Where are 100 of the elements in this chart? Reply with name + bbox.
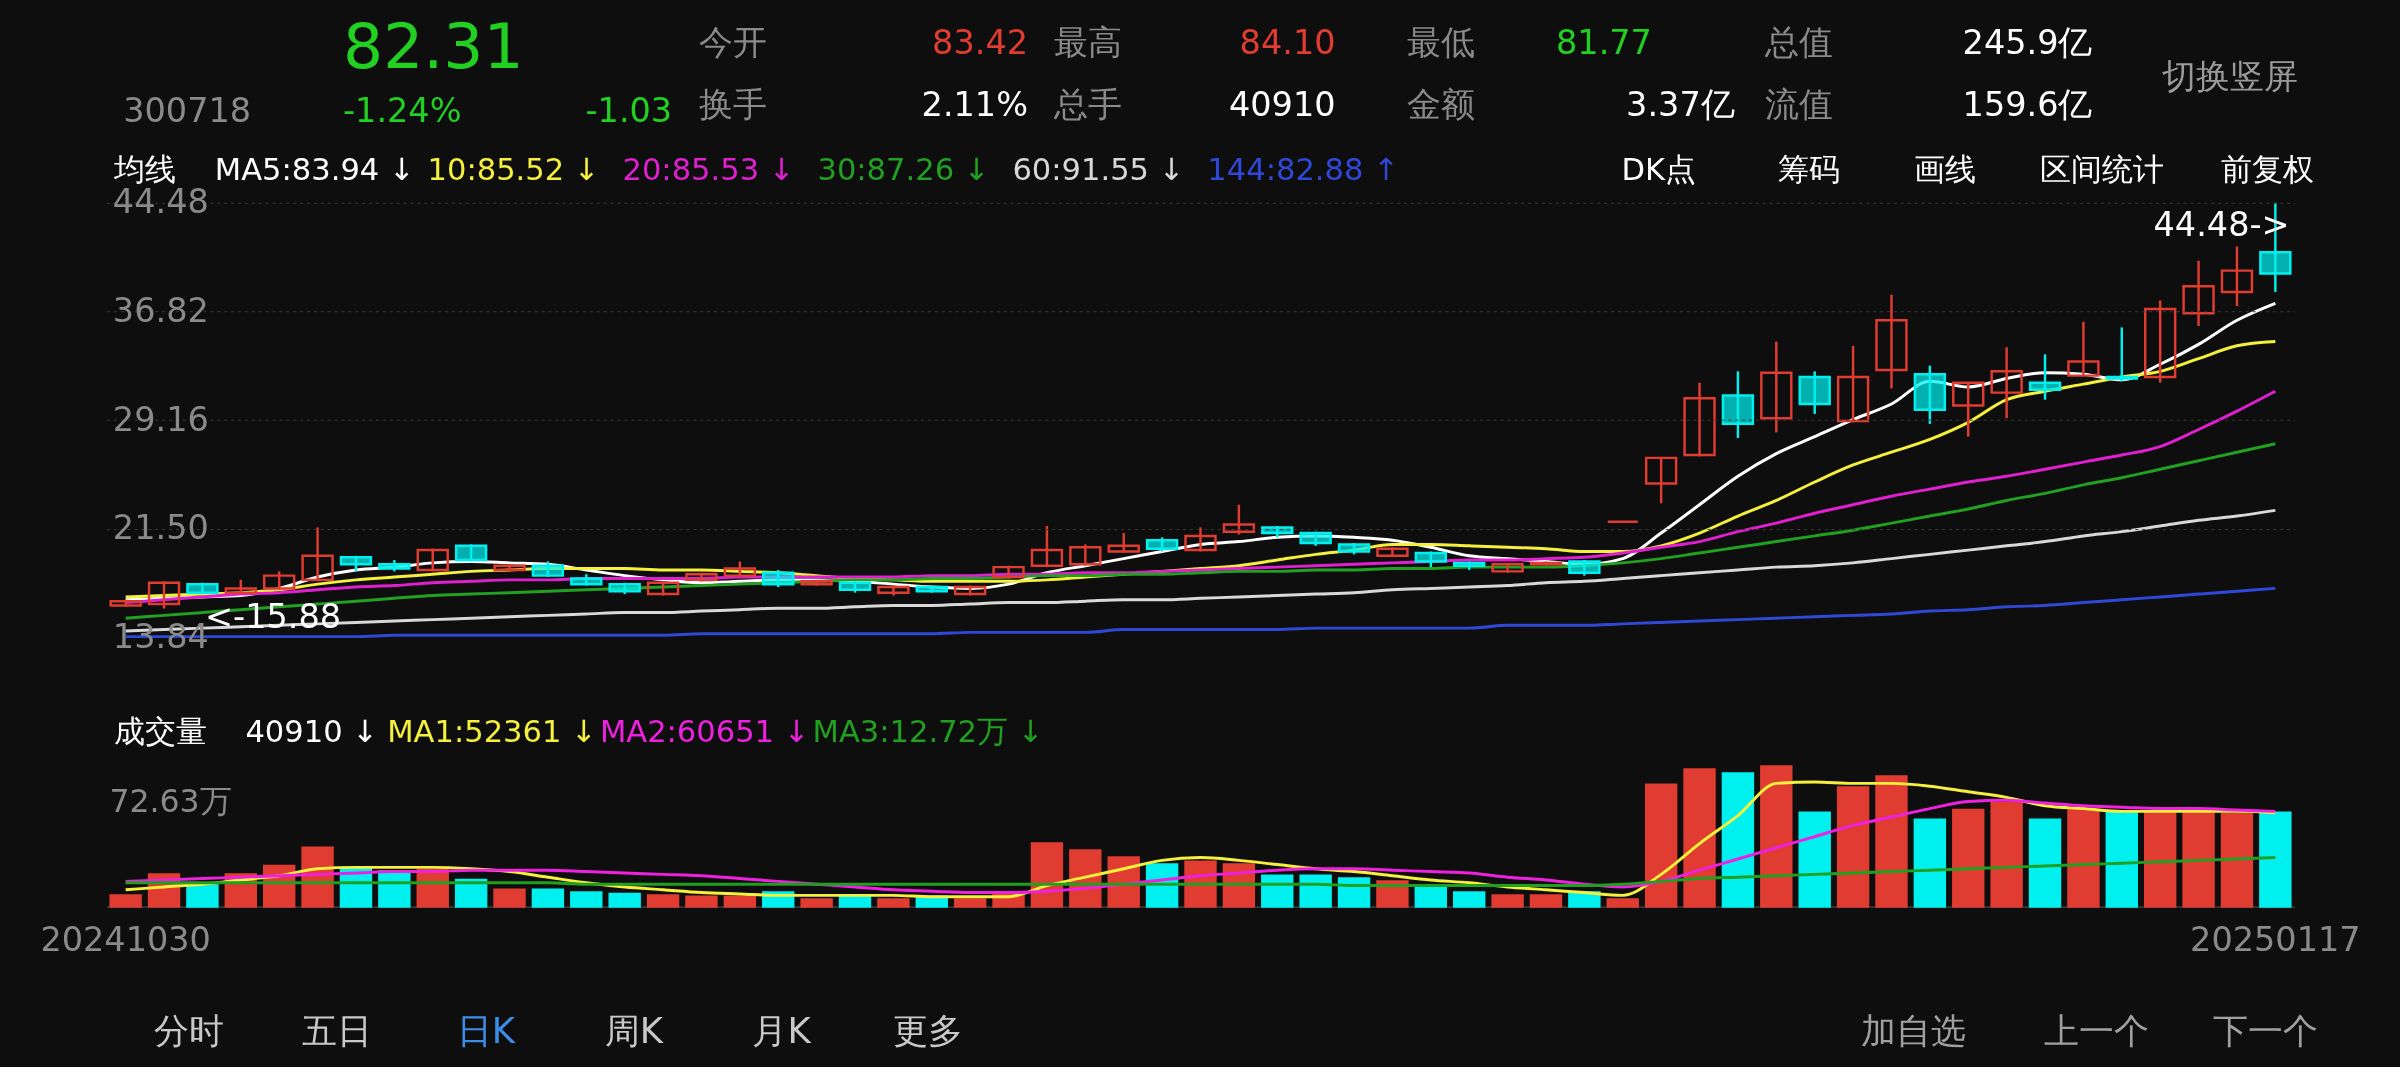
text: 均线 — [113, 152, 177, 188]
candlestick — [2182, 259, 2215, 328]
candlestick — [2028, 353, 2062, 401]
candlestick — [1836, 344, 1870, 424]
text: 加自选 — [1860, 1009, 1966, 1051]
candlestick — [2067, 320, 2100, 377]
text: 300718 — [123, 91, 252, 130]
text: 3.37亿 — [1626, 85, 1735, 125]
text: MA1:52361 ↓ — [387, 713, 597, 749]
text: MA2:60651 ↓ — [599, 713, 810, 749]
bar — [109, 894, 142, 908]
bar — [2220, 812, 2254, 908]
text: 切换竖屏 — [2162, 56, 2299, 96]
candlestick — [1875, 293, 1908, 390]
bar — [1644, 783, 1678, 908]
text: 20:85.53 ↓ — [622, 152, 795, 188]
bar — [2067, 808, 2100, 908]
chart-title: 成交量 — [114, 713, 208, 749]
bar — [2182, 810, 2215, 908]
candlestick — [1107, 531, 1140, 555]
bar — [723, 895, 757, 908]
bar — [531, 888, 565, 908]
candlestick — [2105, 326, 2138, 383]
text: 五日 — [302, 1009, 373, 1051]
bar — [608, 892, 641, 908]
text: 40910 ↓ — [245, 713, 378, 749]
candlestick — [1683, 381, 1716, 458]
candlestick — [416, 547, 449, 573]
candlestick — [301, 526, 334, 583]
bar — [953, 898, 987, 908]
bar — [1721, 772, 1755, 908]
text: 30:87.26 ↓ — [817, 152, 990, 188]
text: 82.31 — [343, 8, 524, 83]
text: 周K — [604, 1009, 664, 1051]
candlestick — [1644, 456, 1678, 505]
text: 40910 — [1228, 85, 1336, 125]
text: 总手 — [1052, 85, 1122, 125]
text: 画线 — [1913, 152, 1976, 188]
y-tick-label: 29.16 — [112, 399, 209, 439]
bar — [1606, 898, 1639, 908]
y-tick-label: 36.82 — [112, 290, 209, 330]
bar — [1453, 891, 1486, 908]
text: 分时 — [154, 1009, 225, 1051]
candlestick — [1069, 543, 1102, 567]
text: 区间统计 — [2040, 152, 2165, 188]
text: MA3:12.72万 ↓ — [812, 713, 1044, 749]
bar — [877, 898, 910, 908]
text: 144:82.88 ↑ — [1207, 152, 1399, 188]
text: 总值 — [1764, 22, 1834, 62]
bar — [2143, 810, 2177, 908]
text: 上一个 — [2043, 1009, 2149, 1051]
bar — [1683, 768, 1716, 908]
candlestick — [262, 570, 296, 592]
text: -1.03 — [585, 91, 673, 130]
bar — [1836, 786, 1870, 908]
x-tick-label: 20250117 — [2190, 920, 2361, 960]
text: 今开 — [698, 22, 767, 62]
candlestick — [1760, 340, 1793, 434]
candlestick — [1952, 381, 1985, 438]
text: 月K — [752, 1009, 812, 1051]
text: 前复权 — [2221, 152, 2315, 188]
candlestick — [2220, 245, 2254, 308]
bar — [570, 891, 603, 908]
bar — [186, 884, 219, 908]
text: 日K — [456, 1009, 516, 1051]
text: 流值 — [1765, 85, 1834, 125]
bar — [1913, 818, 1947, 908]
candlestick — [1184, 526, 1217, 553]
bar — [1414, 885, 1448, 908]
text: 最低 — [1407, 22, 1476, 62]
text: DK点 — [1621, 152, 1697, 188]
annotation: 72.63万 — [109, 782, 232, 819]
bar — [1875, 775, 1908, 908]
text: 10:85.52 ↓ — [427, 152, 600, 188]
bar — [1798, 811, 1831, 908]
bar — [1529, 894, 1563, 908]
text: 金额 — [1407, 85, 1476, 125]
text: 81.77 — [1556, 22, 1652, 62]
bar — [1760, 765, 1793, 908]
candlestick — [1222, 503, 1256, 536]
bar — [1990, 801, 2023, 908]
text: 83.42 — [932, 22, 1029, 62]
bar — [800, 898, 833, 908]
candlestick — [1030, 524, 1064, 569]
bar — [1952, 808, 1985, 908]
text: 159.6亿 — [1962, 85, 2093, 125]
candlestick — [2143, 299, 2177, 384]
bar — [2105, 811, 2138, 908]
text: 245.9亿 — [1962, 22, 2093, 62]
bar — [1491, 894, 1524, 908]
bar — [1299, 874, 1332, 908]
text: 最高 — [1053, 22, 1122, 62]
text: 84.10 — [1239, 22, 1336, 62]
text: 下一个 — [2213, 1009, 2319, 1051]
text: 2.11% — [921, 85, 1029, 125]
bar — [685, 895, 718, 908]
text: -1.24% — [343, 91, 462, 130]
text: 筹码 — [1777, 152, 1840, 188]
text: 换手 — [698, 85, 767, 125]
text: 更多 — [893, 1009, 964, 1051]
